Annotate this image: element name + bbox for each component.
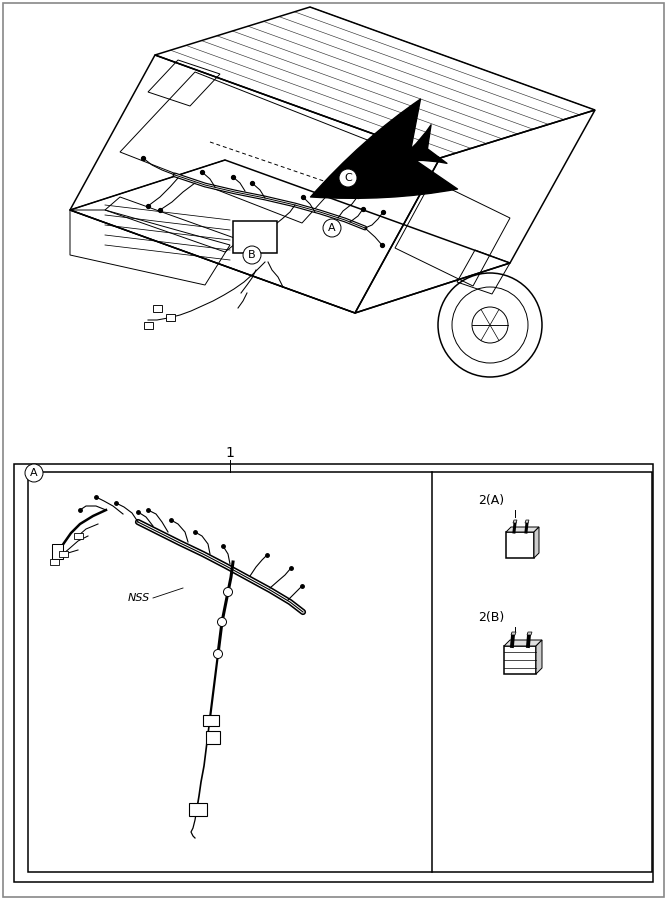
Circle shape xyxy=(217,617,227,626)
Polygon shape xyxy=(504,640,542,646)
Text: A: A xyxy=(30,468,38,478)
Circle shape xyxy=(213,650,223,659)
Bar xyxy=(166,314,175,321)
Bar xyxy=(74,533,83,539)
Text: A: A xyxy=(328,223,336,233)
Bar xyxy=(52,544,63,559)
Text: 2(B): 2(B) xyxy=(478,611,504,624)
Text: NSS: NSS xyxy=(128,593,150,603)
Polygon shape xyxy=(525,520,529,523)
Text: B: B xyxy=(248,250,256,260)
Polygon shape xyxy=(513,520,517,523)
Bar xyxy=(206,731,220,744)
Text: 2(A): 2(A) xyxy=(478,494,504,507)
Text: 1: 1 xyxy=(225,446,234,460)
Polygon shape xyxy=(527,632,532,635)
Circle shape xyxy=(223,588,233,597)
Circle shape xyxy=(25,464,43,482)
Bar xyxy=(28,472,652,872)
Bar xyxy=(506,532,534,558)
Bar xyxy=(189,803,207,816)
Polygon shape xyxy=(534,527,539,558)
Bar xyxy=(203,715,219,726)
Text: C: C xyxy=(344,173,352,183)
Bar xyxy=(233,221,277,253)
Bar xyxy=(14,464,653,882)
Bar xyxy=(59,551,68,557)
Circle shape xyxy=(339,169,357,187)
Polygon shape xyxy=(511,632,516,635)
Bar xyxy=(153,305,162,312)
Bar xyxy=(144,322,153,329)
Circle shape xyxy=(243,246,261,264)
Circle shape xyxy=(323,219,341,237)
Polygon shape xyxy=(506,527,539,532)
Bar xyxy=(504,646,536,674)
Polygon shape xyxy=(536,640,542,674)
Bar xyxy=(50,559,59,565)
